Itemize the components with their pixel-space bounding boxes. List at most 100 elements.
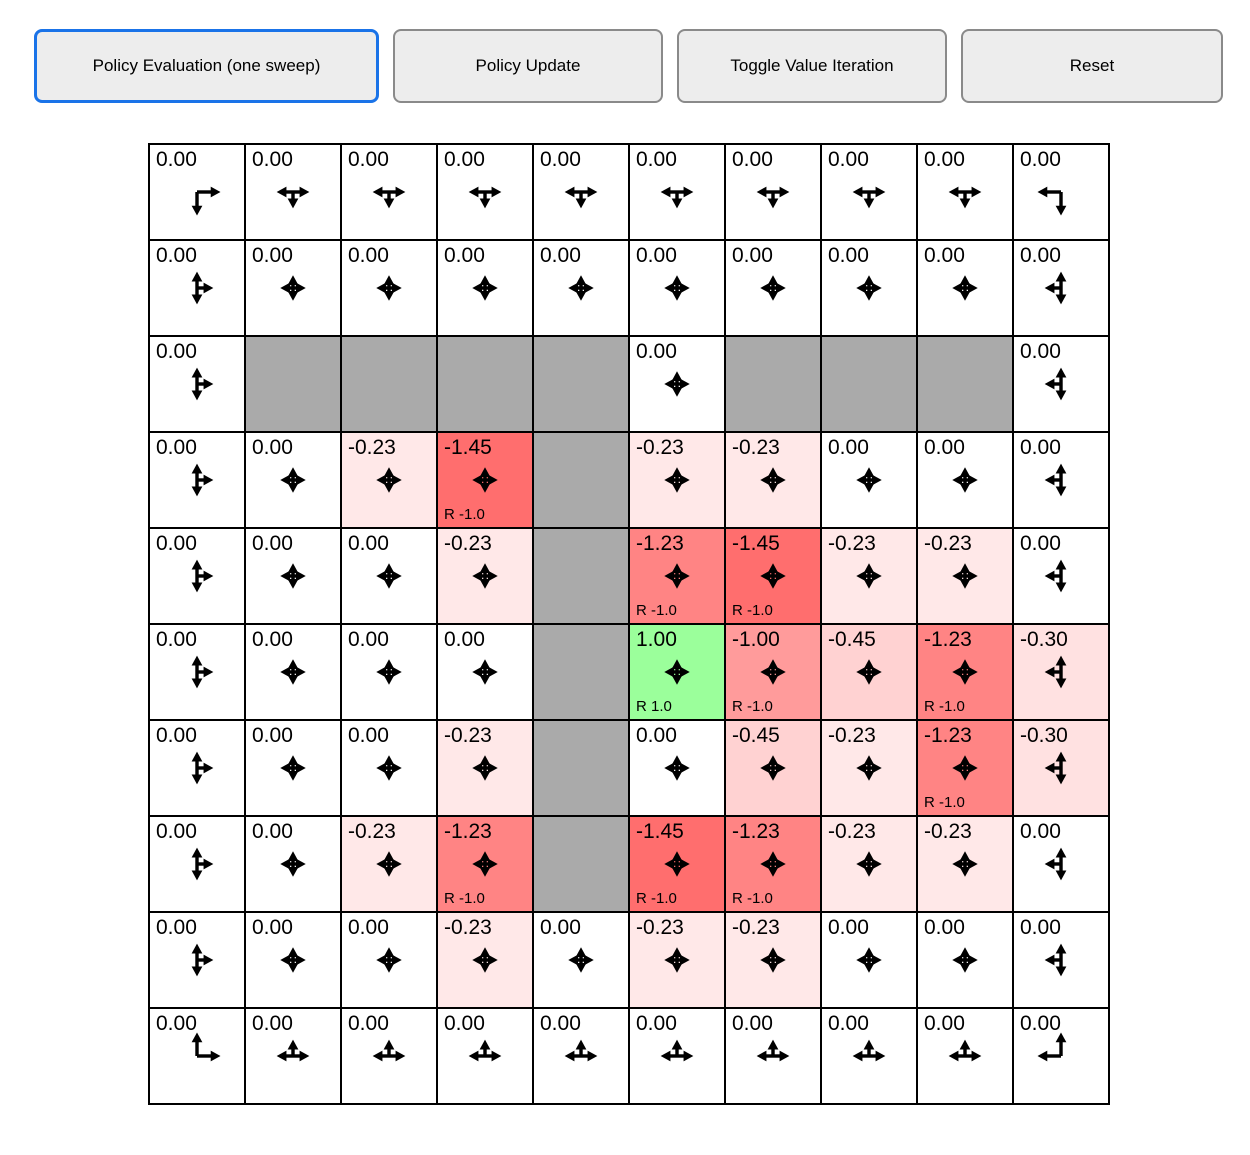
grid-cell[interactable]: -0.23 <box>821 720 917 816</box>
wall-cell[interactable] <box>533 432 629 528</box>
grid-cell[interactable]: -0.23 <box>437 528 533 624</box>
grid-cell[interactable]: -0.23 <box>821 816 917 912</box>
grid-cell[interactable]: -1.45 R -1.0 <box>437 432 533 528</box>
grid-cell[interactable]: 0.00 <box>917 240 1013 336</box>
grid-cell[interactable]: -1.23 R -1.0 <box>437 816 533 912</box>
grid-cell[interactable]: 0.00 <box>533 1008 629 1104</box>
grid-cell[interactable]: -0.23 <box>629 432 725 528</box>
grid-cell[interactable]: 0.00 <box>725 240 821 336</box>
grid-cell[interactable]: 0.00 <box>245 816 341 912</box>
grid-cell[interactable]: -0.23 <box>821 528 917 624</box>
grid-cell[interactable]: 0.00 <box>341 1008 437 1104</box>
grid-cell[interactable]: -0.30 <box>1013 720 1109 816</box>
wall-cell[interactable] <box>725 336 821 432</box>
grid-cell[interactable]: -0.23 <box>917 816 1013 912</box>
grid-cell[interactable]: -1.23 R -1.0 <box>725 816 821 912</box>
grid-cell[interactable]: 0.00 <box>533 912 629 1008</box>
grid-cell[interactable]: 0.00 <box>533 144 629 240</box>
grid-cell[interactable]: 0.00 <box>821 240 917 336</box>
grid-cell[interactable]: 0.00 <box>1013 816 1109 912</box>
grid-cell[interactable]: 0.00 <box>149 144 245 240</box>
grid-cell[interactable]: 0.00 <box>1013 1008 1109 1104</box>
wall-cell[interactable] <box>821 336 917 432</box>
grid-cell[interactable]: -0.23 <box>341 432 437 528</box>
grid-cell[interactable]: 0.00 <box>149 816 245 912</box>
grid-cell[interactable]: -1.00 R -1.0 <box>725 624 821 720</box>
grid-cell[interactable]: 0.00 <box>245 624 341 720</box>
policy-update-button[interactable]: Policy Update <box>393 29 663 103</box>
grid-cell[interactable]: 0.00 <box>341 720 437 816</box>
grid-cell[interactable]: 0.00 <box>341 624 437 720</box>
grid-cell[interactable]: 0.00 <box>437 144 533 240</box>
grid-cell[interactable]: -0.30 <box>1013 624 1109 720</box>
toggle-value-iteration-button[interactable]: Toggle Value Iteration <box>677 29 947 103</box>
policy-evaluation-button[interactable]: Policy Evaluation (one sweep) <box>34 29 379 103</box>
grid-cell[interactable]: 0.00 <box>245 432 341 528</box>
grid-cell[interactable]: 0.00 <box>245 144 341 240</box>
grid-cell[interactable]: -0.23 <box>725 912 821 1008</box>
grid-cell[interactable]: -1.45 R -1.0 <box>725 528 821 624</box>
grid-cell[interactable]: -1.45 R -1.0 <box>629 816 725 912</box>
grid-cell[interactable]: 0.00 <box>917 1008 1013 1104</box>
grid-cell[interactable]: 0.00 <box>149 912 245 1008</box>
grid-cell[interactable]: 0.00 <box>149 1008 245 1104</box>
grid-cell[interactable]: 0.00 <box>245 1008 341 1104</box>
grid-cell[interactable]: -0.23 <box>341 816 437 912</box>
wall-cell[interactable] <box>533 720 629 816</box>
grid-cell[interactable]: 0.00 <box>917 432 1013 528</box>
grid-cell[interactable]: 0.00 <box>149 720 245 816</box>
grid-cell[interactable]: 0.00 <box>149 336 245 432</box>
wall-cell[interactable] <box>533 816 629 912</box>
grid-cell[interactable]: 0.00 <box>629 144 725 240</box>
grid-cell[interactable]: 0.00 <box>1013 336 1109 432</box>
grid-cell[interactable]: 0.00 <box>245 240 341 336</box>
grid-cell[interactable]: 0.00 <box>1013 912 1109 1008</box>
grid-cell[interactable]: -0.23 <box>437 912 533 1008</box>
grid-cell[interactable]: 0.00 <box>149 528 245 624</box>
grid-cell[interactable]: -1.23 R -1.0 <box>917 624 1013 720</box>
grid-cell[interactable]: 0.00 <box>629 336 725 432</box>
grid-cell[interactable]: 0.00 <box>629 240 725 336</box>
grid-cell[interactable]: 0.00 <box>725 1008 821 1104</box>
wall-cell[interactable] <box>533 528 629 624</box>
grid-cell[interactable]: 0.00 <box>1013 144 1109 240</box>
grid-cell[interactable]: -0.23 <box>725 432 821 528</box>
grid-cell[interactable]: 1.00 R 1.0 <box>629 624 725 720</box>
grid-cell[interactable]: 0.00 <box>629 720 725 816</box>
grid-cell[interactable]: -1.23 R -1.0 <box>917 720 1013 816</box>
grid-cell[interactable]: 0.00 <box>341 240 437 336</box>
grid-cell[interactable]: 0.00 <box>821 1008 917 1104</box>
grid-cell[interactable]: -0.45 <box>725 720 821 816</box>
grid-cell[interactable]: -0.23 <box>437 720 533 816</box>
wall-cell[interactable] <box>533 336 629 432</box>
grid-cell[interactable]: 0.00 <box>437 1008 533 1104</box>
grid-cell[interactable]: 0.00 <box>437 624 533 720</box>
grid-cell[interactable]: 0.00 <box>821 144 917 240</box>
grid-cell[interactable]: 0.00 <box>821 912 917 1008</box>
grid-cell[interactable]: 0.00 <box>437 240 533 336</box>
grid-cell[interactable]: -1.23 R -1.0 <box>629 528 725 624</box>
grid-cell[interactable]: 0.00 <box>341 144 437 240</box>
grid-cell[interactable]: 0.00 <box>821 432 917 528</box>
grid-cell[interactable]: 0.00 <box>725 144 821 240</box>
grid-cell[interactable]: 0.00 <box>1013 432 1109 528</box>
grid-cell[interactable]: 0.00 <box>1013 528 1109 624</box>
reset-button[interactable]: Reset <box>961 29 1223 103</box>
grid-cell[interactable]: 0.00 <box>149 432 245 528</box>
grid-cell[interactable]: 0.00 <box>245 912 341 1008</box>
grid-cell[interactable]: 0.00 <box>629 1008 725 1104</box>
grid-cell[interactable]: -0.23 <box>917 528 1013 624</box>
grid-cell[interactable]: 0.00 <box>917 144 1013 240</box>
wall-cell[interactable] <box>341 336 437 432</box>
wall-cell[interactable] <box>245 336 341 432</box>
grid-cell[interactable]: 0.00 <box>341 528 437 624</box>
grid-cell[interactable]: 0.00 <box>341 912 437 1008</box>
grid-cell[interactable]: 0.00 <box>245 720 341 816</box>
grid-cell[interactable]: 0.00 <box>149 240 245 336</box>
wall-cell[interactable] <box>533 624 629 720</box>
grid-cell[interactable]: 0.00 <box>1013 240 1109 336</box>
wall-cell[interactable] <box>437 336 533 432</box>
grid-cell[interactable]: 0.00 <box>533 240 629 336</box>
grid-cell[interactable]: -0.23 <box>629 912 725 1008</box>
grid-cell[interactable]: 0.00 <box>149 624 245 720</box>
